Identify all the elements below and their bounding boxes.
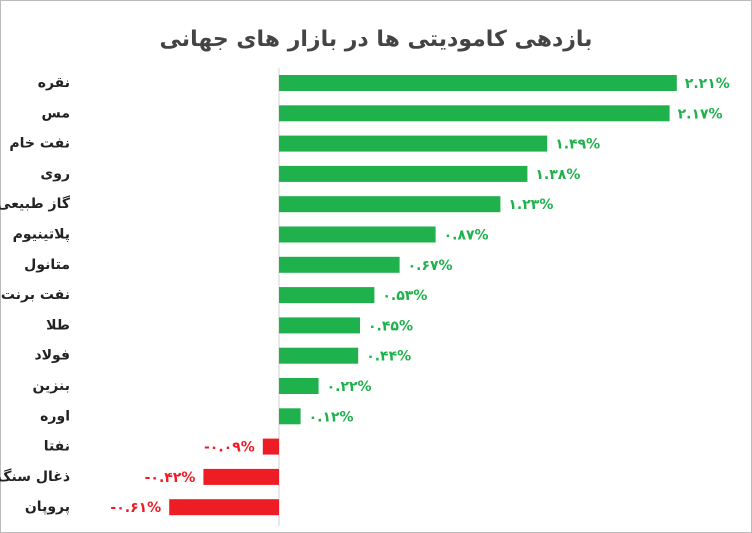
value-label: -۰.۰۹%: [204, 440, 255, 456]
bar: [279, 317, 360, 334]
category-label: نفت خام: [9, 136, 70, 152]
bar: [169, 499, 279, 516]
bar: [279, 165, 528, 182]
category-label: نفت برنت: [1, 287, 70, 303]
category-label: فولاد: [34, 348, 70, 364]
bar: [262, 438, 279, 455]
bar: [279, 287, 375, 304]
bar: [279, 378, 319, 394]
category-label: ذغال سنگ: [0, 468, 70, 485]
category-label: پروپان: [25, 499, 70, 515]
value-label: ۰.۲۲%: [327, 379, 372, 395]
value-label: ۰.۱۲%: [309, 409, 354, 425]
bar: [279, 226, 436, 243]
value-label: ۰.۸۷%: [444, 228, 489, 244]
category-label: متانول: [24, 257, 70, 273]
value-label: ۱.۳۸%: [535, 167, 580, 183]
category-label: نفتا: [44, 439, 70, 455]
bar: [279, 135, 548, 152]
category-label: مس: [42, 105, 70, 121]
value-label: ۲.۱۷%: [678, 106, 723, 122]
category-label: گاز طبیعی: [0, 195, 71, 212]
value-label: ۰.۶۷%: [408, 258, 453, 274]
value-label: ۰.۵۳%: [382, 288, 427, 304]
category-label: بنزین: [32, 378, 70, 394]
bar: [279, 408, 301, 425]
bar: [279, 75, 677, 91]
value-label: ۲.۲۱%: [685, 76, 730, 92]
category-label: نقره: [38, 75, 70, 91]
value-label: ۱.۲۳%: [508, 197, 553, 213]
value-label: ۰.۴۵%: [368, 318, 413, 334]
value-label: ۱.۴۹%: [555, 137, 600, 153]
bar: [279, 347, 359, 364]
category-label: روی: [40, 166, 70, 182]
category-label: طلا: [46, 317, 70, 333]
value-label: -۰.۶۱%: [110, 500, 161, 516]
value-label: ۰.۴۴%: [366, 349, 411, 365]
bar: [203, 468, 279, 485]
category-label: اوره: [40, 408, 70, 424]
chart-title: بازدهی کامودیتی ها در بازار های جهانی: [160, 27, 593, 52]
bar: [279, 256, 400, 273]
bar: [279, 196, 501, 213]
value-label: -۰.۴۲%: [145, 470, 196, 486]
bar: [279, 105, 670, 122]
category-label: پلاتینیوم: [13, 227, 70, 243]
